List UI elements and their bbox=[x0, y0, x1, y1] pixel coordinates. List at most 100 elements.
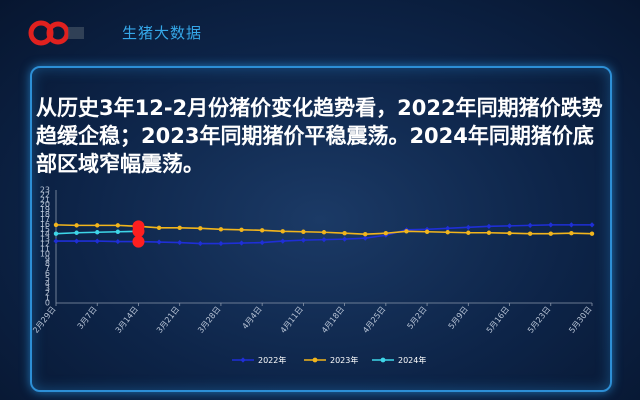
y-tick-label: 2 bbox=[45, 289, 50, 298]
x-tick-label: 5月30日 bbox=[567, 305, 593, 335]
data-point bbox=[177, 239, 183, 246]
data-point bbox=[486, 223, 492, 229]
header: 生猪大数据 bbox=[28, 14, 202, 50]
data-point bbox=[197, 240, 203, 247]
data-point bbox=[156, 225, 162, 231]
data-point bbox=[280, 229, 285, 234]
y-tick-label: 7 bbox=[45, 264, 50, 273]
x-tick-label: 3月28日 bbox=[196, 305, 222, 335]
data-point bbox=[115, 229, 121, 234]
headline-text: 从历史3年12-2月份猪价变化趋势看，2022年同期猪价跌势趋缓企稳；2023年… bbox=[36, 96, 603, 176]
data-point bbox=[53, 222, 59, 228]
y-tick-label: 0 bbox=[45, 299, 50, 308]
data-point bbox=[589, 222, 595, 228]
y-tick-label: 6 bbox=[45, 269, 50, 278]
y-tick-label: 5 bbox=[45, 274, 50, 283]
data-point bbox=[486, 230, 492, 235]
data-point bbox=[115, 238, 121, 245]
data-point bbox=[301, 229, 306, 234]
y-tick-label: 21 bbox=[40, 195, 50, 204]
legend-marker bbox=[380, 357, 386, 363]
data-point bbox=[362, 235, 368, 241]
data-point bbox=[321, 230, 327, 235]
data-point bbox=[507, 231, 512, 236]
data-point bbox=[74, 230, 79, 235]
data-point bbox=[363, 232, 368, 237]
data-point bbox=[548, 222, 554, 228]
data-point bbox=[548, 231, 553, 236]
data-point bbox=[95, 223, 100, 228]
pig-logo-icon bbox=[28, 17, 86, 47]
y-tick-label: 18 bbox=[40, 210, 50, 219]
y-tick-label: 10 bbox=[40, 249, 50, 258]
data-point bbox=[156, 239, 162, 245]
x-tick-label: 5月2日 bbox=[405, 305, 428, 331]
y-tick-label: 11 bbox=[40, 244, 50, 253]
y-tick-label: 8 bbox=[45, 259, 50, 268]
data-point bbox=[177, 225, 182, 231]
x-tick-label: 5月16日 bbox=[485, 305, 511, 335]
legend-label: 2023年 bbox=[330, 355, 358, 365]
data-point bbox=[404, 229, 409, 234]
y-tick-label: 4 bbox=[45, 279, 50, 288]
data-point bbox=[238, 240, 245, 246]
y-tick-label: 9 bbox=[45, 254, 50, 263]
x-tick-label: 4月25日 bbox=[361, 305, 387, 335]
data-point bbox=[218, 240, 224, 247]
data-point bbox=[95, 230, 100, 235]
x-tick-label: 4月18日 bbox=[320, 305, 346, 335]
data-point bbox=[53, 231, 59, 236]
x-tick-label: 4月4日 bbox=[241, 305, 264, 331]
data-point bbox=[568, 222, 574, 228]
data-point bbox=[198, 226, 203, 231]
y-tick-label: 19 bbox=[40, 205, 50, 214]
legend-marker bbox=[312, 357, 318, 363]
highlight-point bbox=[132, 225, 145, 238]
data-point bbox=[74, 238, 80, 244]
y-tick-label: 22 bbox=[40, 190, 50, 199]
data-point bbox=[424, 229, 430, 234]
y-tick-label: 20 bbox=[40, 200, 50, 209]
chart-panel bbox=[30, 66, 612, 392]
x-tick-label: 2月29日 bbox=[31, 305, 57, 335]
y-tick-label: 15 bbox=[40, 225, 50, 234]
data-point bbox=[53, 238, 59, 244]
x-tick-label: 3月21日 bbox=[155, 305, 181, 335]
data-point bbox=[342, 236, 348, 242]
data-point bbox=[239, 227, 244, 232]
y-tick-label: 16 bbox=[40, 220, 50, 229]
y-tick-label: 1 bbox=[45, 294, 50, 303]
highlight-point bbox=[132, 235, 145, 248]
data-point bbox=[321, 237, 327, 243]
brand-title: 生猪大数据 bbox=[122, 23, 203, 42]
legend-label: 2022年 bbox=[258, 355, 286, 365]
y-tick-label: 23 bbox=[40, 186, 50, 195]
x-tick-label: 5月23日 bbox=[526, 305, 552, 335]
data-point bbox=[466, 230, 471, 235]
data-point bbox=[445, 225, 451, 231]
y-tick-label: 14 bbox=[40, 230, 50, 239]
data-point bbox=[74, 223, 79, 228]
data-point bbox=[383, 231, 389, 236]
data-point bbox=[259, 228, 265, 233]
x-tick-label: 3月7日 bbox=[76, 305, 99, 331]
data-point bbox=[465, 224, 471, 230]
y-tick-label: 13 bbox=[40, 235, 50, 244]
x-tick-label: 4月11日 bbox=[279, 305, 305, 335]
data-point bbox=[280, 238, 286, 244]
x-tick-label: 3月14日 bbox=[114, 305, 140, 335]
data-point bbox=[259, 239, 265, 246]
y-tick-label: 17 bbox=[40, 215, 50, 224]
data-point bbox=[342, 231, 347, 236]
data-point bbox=[94, 238, 100, 244]
data-point bbox=[445, 230, 450, 235]
data-point bbox=[527, 222, 533, 228]
data-point bbox=[506, 223, 513, 229]
y-tick-label: 12 bbox=[40, 240, 50, 249]
data-point bbox=[115, 223, 121, 228]
legend-marker bbox=[240, 357, 246, 363]
data-point bbox=[300, 237, 306, 243]
x-tick-label: 5月9日 bbox=[447, 305, 470, 331]
data-point bbox=[569, 231, 574, 236]
